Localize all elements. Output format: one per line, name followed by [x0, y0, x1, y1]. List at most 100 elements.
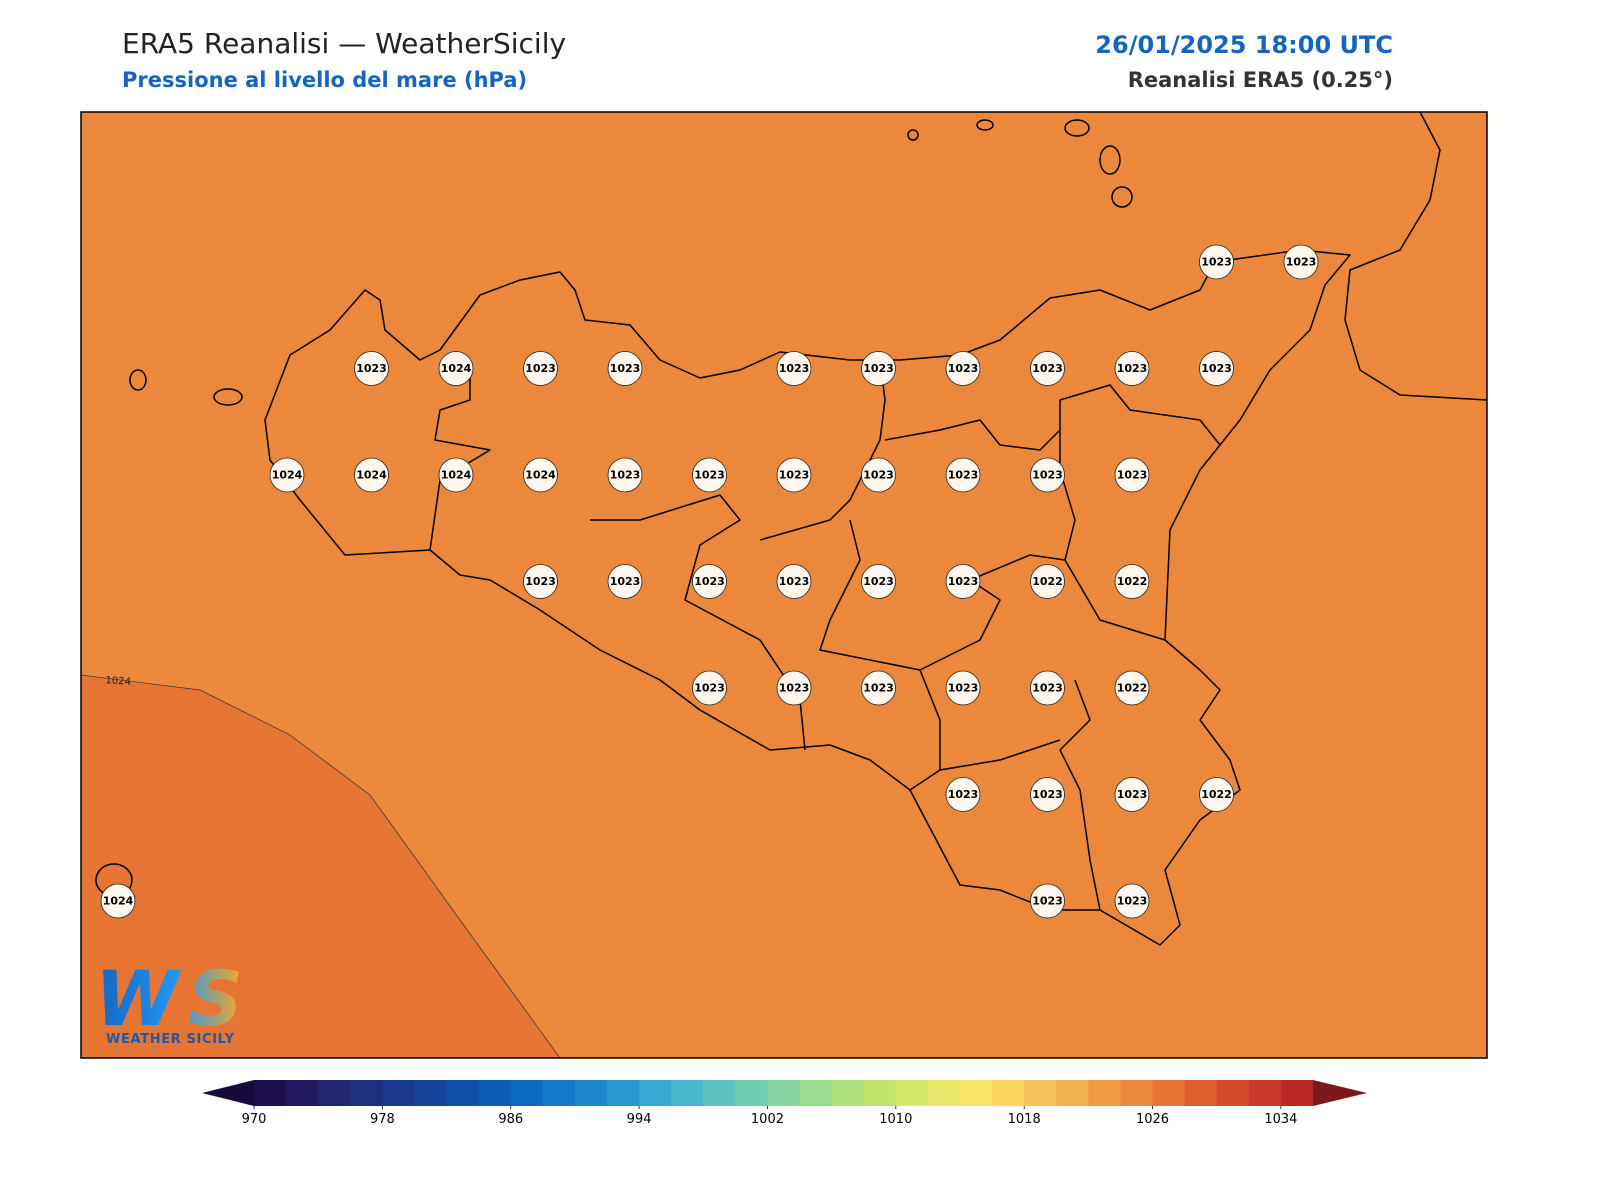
- pressure-point: 1023: [945, 670, 981, 706]
- point-marker: [692, 457, 727, 493]
- colorbar-extend-over: [1313, 1080, 1367, 1106]
- map-frame: [80, 111, 1488, 1059]
- point-marker: [607, 351, 643, 386]
- colorbar-segment: [831, 1080, 865, 1106]
- colorbar-segment: [350, 1080, 383, 1106]
- point-label: 1023: [1201, 256, 1232, 269]
- pressure-point: 1023: [776, 351, 812, 386]
- pressure-point: 1022: [1114, 564, 1150, 599]
- colorbar-segment: [767, 1080, 801, 1106]
- pressure-point: 1024: [269, 457, 305, 493]
- pressure-points: 1023 1023 1023 1024 1023 1023 1023 1023 1023 1023…: [100, 244, 1319, 919]
- pressure-point: 1023: [523, 351, 558, 386]
- pressure-point: 1024: [438, 351, 474, 386]
- point-label: 1023: [356, 362, 387, 375]
- pressure-point: 1023: [1030, 670, 1065, 706]
- point-marker: [1114, 777, 1150, 812]
- colorbar-segment: [1248, 1080, 1282, 1106]
- pressure-point: 1023: [945, 457, 981, 493]
- pressure-point: 1024: [438, 457, 474, 493]
- point-label: 1023: [863, 362, 894, 375]
- pressure-point: 1023: [945, 351, 981, 386]
- colorbar: 970 978 986 994 1002 1010 1018 1026 1034: [202, 1080, 1367, 1127]
- sicily-coast: [264, 249, 1351, 946]
- point-label: 1024: [441, 362, 472, 375]
- point-marker: [1114, 351, 1150, 386]
- colorbar-segment: [254, 1080, 287, 1106]
- pressure-point: 1022: [1114, 670, 1150, 706]
- pressure-point: 1023: [861, 564, 896, 599]
- colorbar-segment: [1184, 1080, 1218, 1106]
- pressure-point: 1023: [861, 457, 896, 493]
- point-marker: [945, 351, 981, 386]
- point-marker: [1114, 883, 1150, 919]
- pressure-point: 1023: [1030, 777, 1065, 812]
- pressure-point: 1023: [861, 351, 896, 386]
- pressure-point: 1023: [692, 564, 727, 599]
- pressure-point: 1023: [692, 457, 727, 493]
- point-label: 1024: [356, 469, 387, 482]
- colorbar-segment: [1024, 1080, 1057, 1106]
- colorbar-segment: [992, 1080, 1025, 1106]
- contour-label: 1024: [105, 675, 131, 688]
- point-label: 1022: [1117, 682, 1148, 695]
- colorbar-segment: [799, 1080, 833, 1106]
- point-label: 1023: [1032, 469, 1063, 482]
- colorbar-tick-label: 978: [370, 1112, 395, 1127]
- point-label: 1023: [1032, 895, 1063, 908]
- pressure-point: 1023: [1114, 457, 1150, 493]
- point-label: 1024: [525, 469, 556, 482]
- point-marker: [1199, 244, 1234, 280]
- pressure-point: 1023: [1030, 351, 1065, 386]
- point-label: 1023: [948, 788, 979, 801]
- point-marker: [523, 564, 558, 599]
- colorbar-tick-label: 986: [498, 1112, 523, 1127]
- point-marker: [692, 564, 727, 599]
- point-label: 1024: [272, 469, 303, 482]
- point-marker: [861, 564, 896, 599]
- colorbar-tick-label: 970: [242, 1112, 267, 1127]
- calabria-coast: [1344, 112, 1487, 401]
- pressure-field-high: [81, 674, 561, 1058]
- point-label: 1023: [1032, 362, 1063, 375]
- point-marker: [692, 670, 727, 706]
- point-marker: [100, 883, 136, 919]
- colorbar-segment: [542, 1080, 576, 1106]
- source: Reanalisi ERA5 (0.25°): [1128, 68, 1393, 92]
- point-label: 1022: [1032, 575, 1063, 588]
- pressure-point: 1023: [607, 351, 643, 386]
- point-label: 1022: [1117, 575, 1148, 588]
- islands: [95, 119, 1133, 897]
- point-marker: [945, 670, 981, 706]
- colorbar-extend-under: [202, 1080, 254, 1106]
- point-marker: [861, 670, 896, 706]
- colorbar-tick-label: 1010: [879, 1112, 912, 1127]
- point-label: 1023: [694, 682, 725, 695]
- point-marker: [1030, 457, 1065, 493]
- colorbar-segment: [414, 1080, 448, 1106]
- point-marker: [1114, 457, 1150, 493]
- point-marker: [776, 564, 812, 599]
- pressure-point: 1023: [523, 564, 558, 599]
- logo-mark: WS: [95, 954, 243, 1043]
- colorbar-segment: [510, 1080, 544, 1106]
- colorbar-segment: [318, 1080, 351, 1106]
- point-label: 1022: [1201, 788, 1232, 801]
- point-marker: [1199, 351, 1234, 386]
- pressure-point: 1023: [945, 777, 981, 812]
- point-label: 1023: [610, 362, 641, 375]
- colorbar-tick-label: 1026: [1136, 1112, 1169, 1127]
- point-label: 1023: [1032, 682, 1063, 695]
- point-label: 1023: [948, 469, 979, 482]
- point-marker: [523, 351, 558, 386]
- point-label: 1023: [863, 575, 894, 588]
- colorbar-segment: [446, 1080, 480, 1106]
- colorbar-segment: [863, 1080, 897, 1106]
- pressure-point: 1023: [1114, 777, 1150, 812]
- point-marker: [354, 457, 389, 493]
- colorbar-segment: [1152, 1080, 1186, 1106]
- point-label: 1023: [1117, 895, 1148, 908]
- colorbar-segment: [1088, 1080, 1121, 1106]
- point-label: 1023: [1286, 256, 1317, 269]
